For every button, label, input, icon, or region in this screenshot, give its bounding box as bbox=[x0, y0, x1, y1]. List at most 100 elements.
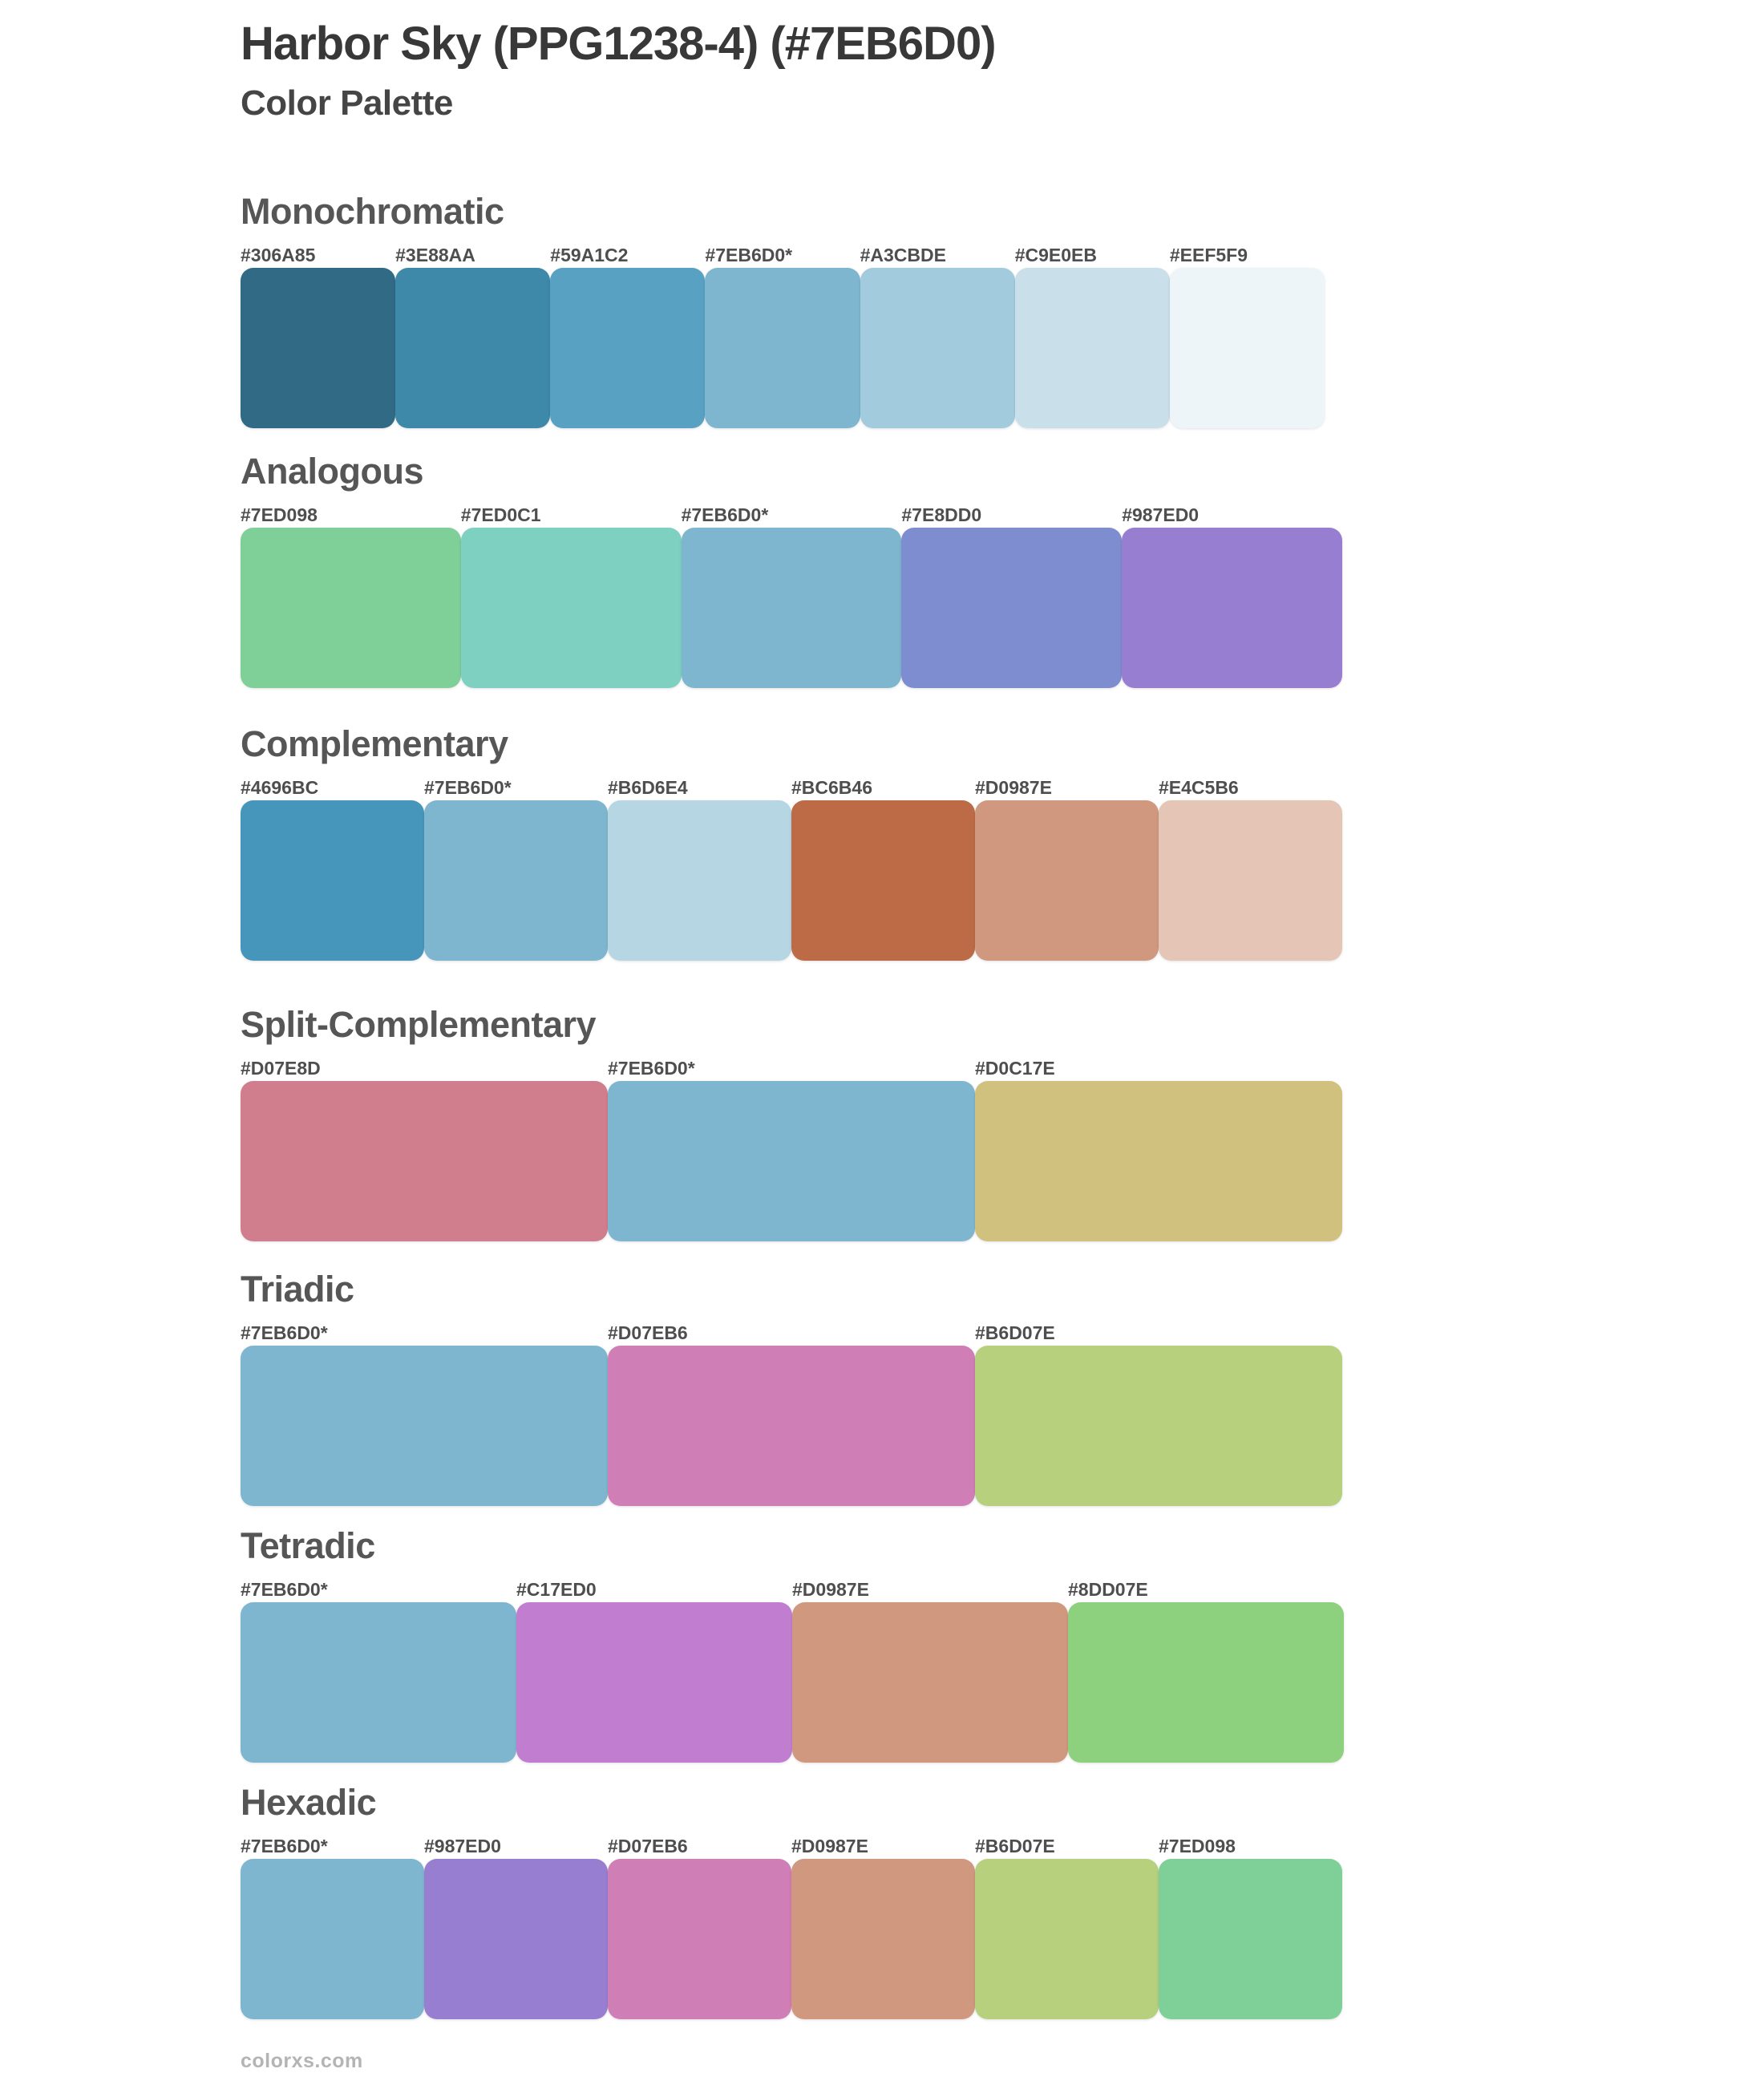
swatch-hex-label: #7EB6D0* bbox=[241, 1579, 328, 1600]
swatch-hex-label: #3E88AA bbox=[395, 245, 475, 265]
site-watermark: colorxs.com bbox=[241, 2050, 363, 2072]
color-swatch-7eb6d0[interactable] bbox=[705, 268, 860, 428]
page-title: Harbor Sky (PPG1238-4) (#7EB6D0) bbox=[241, 18, 997, 70]
hex-label-row: #7EB6D0* #C17ED0 #D0987E #8DD07E bbox=[241, 1577, 1344, 1601]
color-swatch-7ed098[interactable] bbox=[241, 528, 461, 688]
swatch-hex-label: #BC6B46 bbox=[791, 777, 872, 798]
color-swatch-d0c17e[interactable] bbox=[975, 1081, 1342, 1241]
swatch-hex-label: #987ED0 bbox=[1122, 504, 1200, 525]
color-swatch-d07eb6[interactable] bbox=[608, 1859, 791, 2019]
swatch-row bbox=[241, 800, 1342, 961]
color-swatch-987ed0[interactable] bbox=[1122, 528, 1342, 688]
color-swatch-eef5f9[interactable] bbox=[1169, 268, 1325, 428]
color-swatch-c17ed0[interactable] bbox=[516, 1602, 792, 1763]
color-swatch-c9e0eb[interactable] bbox=[1014, 268, 1170, 428]
color-swatch-59a1c2[interactable] bbox=[550, 268, 706, 428]
color-swatch-7ed098[interactable] bbox=[1159, 1859, 1342, 2019]
hex-label-row: #7EB6D0* #987ED0 #D07EB6 #D0987E #B6D07E #7ED… bbox=[241, 1833, 1342, 1857]
swatch-hex-label: #8DD07E bbox=[1068, 1579, 1148, 1600]
swatch-row bbox=[241, 1602, 1344, 1763]
section-hexadic: Hexadic #7EB6D0* #987ED0 #D07EB6 #D0987E #B6… bbox=[241, 1782, 1342, 2019]
color-swatch-bc6b46[interactable] bbox=[791, 800, 975, 961]
swatch-row bbox=[241, 268, 1325, 428]
color-swatch-306a85[interactable] bbox=[241, 268, 396, 428]
swatch-hex-label: #C9E0EB bbox=[1014, 245, 1097, 265]
color-swatch-987ed0[interactable] bbox=[424, 1859, 608, 2019]
color-swatch-7e8dd0[interactable] bbox=[901, 528, 1123, 688]
swatch-hex-label: #7ED098 bbox=[241, 504, 318, 525]
swatch-hex-label: #987ED0 bbox=[424, 1836, 501, 1856]
page-subtitle: Color Palette bbox=[241, 83, 453, 123]
color-swatch-7eb6d0[interactable] bbox=[681, 528, 902, 688]
hex-label-row: #306A85 #3E88AA #59A1C2 #7EB6D0* #A3CBDE #C9E… bbox=[241, 242, 1325, 266]
color-swatch-b6d07e[interactable] bbox=[975, 1859, 1159, 2019]
color-swatch-7eb6d0[interactable] bbox=[241, 1859, 424, 2019]
color-swatch-7eb6d0[interactable] bbox=[241, 1346, 608, 1506]
page-header: Harbor Sky (PPG1238-4) (#7EB6D0) Color P… bbox=[241, 18, 997, 123]
swatch-hex-label: #D0C17E bbox=[975, 1058, 1055, 1079]
swatch-hex-label: #7EB6D0* bbox=[608, 1058, 695, 1079]
section-heading-hexadic: Hexadic bbox=[241, 1782, 377, 1823]
section-analogous: Analogous #7ED098 #7ED0C1 #7EB6D0* #7E8DD0 #… bbox=[241, 451, 1342, 688]
section-heading-analogous: Analogous bbox=[241, 451, 424, 492]
section-heading-monochromatic: Monochromatic bbox=[241, 191, 504, 232]
swatch-row bbox=[241, 1346, 1342, 1506]
section-monochromatic: Monochromatic #306A85 #3E88AA #59A1C2 #7EB6… bbox=[241, 191, 1325, 428]
swatch-hex-label: #D0987E bbox=[791, 1836, 868, 1856]
swatch-hex-label: #E4C5B6 bbox=[1159, 777, 1239, 798]
color-swatch-7eb6d0[interactable] bbox=[241, 1602, 516, 1763]
section-heading-split-complementary: Split-Complementary bbox=[241, 1004, 597, 1045]
swatch-hex-label: #4696BC bbox=[241, 777, 319, 798]
swatch-hex-label: #D07EB6 bbox=[608, 1322, 688, 1343]
swatch-hex-label: #EEF5F9 bbox=[1169, 245, 1248, 265]
hex-label-row: #D07E8D #7EB6D0* #D0C17E bbox=[241, 1055, 1342, 1079]
section-complementary: Complementary #4696BC #7EB6D0* #B6D6E4 #BC6… bbox=[241, 723, 1342, 961]
color-swatch-d07e8d[interactable] bbox=[241, 1081, 608, 1241]
swatch-row bbox=[241, 1859, 1342, 2019]
color-swatch-d0987e[interactable] bbox=[975, 800, 1159, 961]
swatch-hex-label: #306A85 bbox=[241, 245, 316, 265]
color-swatch-4696bc[interactable] bbox=[241, 800, 424, 961]
hex-label-row: #7ED098 #7ED0C1 #7EB6D0* #7E8DD0 #987ED0 bbox=[241, 502, 1342, 526]
color-swatch-7ed0c1[interactable] bbox=[460, 528, 682, 688]
swatch-hex-label: #C17ED0 bbox=[516, 1579, 597, 1600]
swatch-hex-label: #D07EB6 bbox=[608, 1836, 688, 1856]
color-swatch-b6d6e4[interactable] bbox=[608, 800, 791, 961]
section-heading-complementary: Complementary bbox=[241, 723, 508, 764]
color-swatch-a3cbde[interactable] bbox=[860, 268, 1015, 428]
swatch-hex-label: #A3CBDE bbox=[860, 245, 946, 265]
section-split-complementary: Split-Complementary #D07E8D #7EB6D0* #D0C1… bbox=[241, 1004, 1342, 1241]
swatch-hex-label: #7EB6D0* bbox=[705, 245, 793, 265]
swatch-hex-label: #59A1C2 bbox=[550, 245, 629, 265]
swatch-hex-label: #7EB6D0* bbox=[241, 1836, 328, 1856]
hex-label-row: #4696BC #7EB6D0* #B6D6E4 #BC6B46 #D0987E #E4C… bbox=[241, 775, 1342, 799]
swatch-hex-label: #7EB6D0* bbox=[681, 504, 769, 525]
swatch-hex-label: #B6D07E bbox=[975, 1836, 1055, 1856]
swatch-hex-label: #D07E8D bbox=[241, 1058, 321, 1079]
color-swatch-8dd07e[interactable] bbox=[1068, 1602, 1344, 1763]
color-swatch-d0987e[interactable] bbox=[792, 1602, 1068, 1763]
swatch-hex-label: #D0987E bbox=[792, 1579, 869, 1600]
color-swatch-7eb6d0[interactable] bbox=[608, 1081, 975, 1241]
swatch-row bbox=[241, 528, 1342, 688]
swatch-hex-label: #B6D6E4 bbox=[608, 777, 688, 798]
swatch-hex-label: #7ED098 bbox=[1159, 1836, 1236, 1856]
swatch-hex-label: #B6D07E bbox=[975, 1322, 1055, 1343]
section-heading-triadic: Triadic bbox=[241, 1269, 354, 1310]
color-swatch-3e88aa[interactable] bbox=[395, 268, 551, 428]
swatch-hex-label: #7E8DD0 bbox=[901, 504, 982, 525]
swatch-hex-label: #7ED0C1 bbox=[460, 504, 541, 525]
color-swatch-b6d07e[interactable] bbox=[975, 1346, 1342, 1506]
color-swatch-7eb6d0[interactable] bbox=[424, 800, 608, 961]
color-swatch-d0987e[interactable] bbox=[791, 1859, 975, 2019]
swatch-hex-label: #D0987E bbox=[975, 777, 1052, 798]
hex-label-row: #7EB6D0* #D07EB6 #B6D07E bbox=[241, 1320, 1342, 1344]
section-triadic: Triadic #7EB6D0* #D07EB6 #B6D07E bbox=[241, 1269, 1342, 1506]
swatch-hex-label: #7EB6D0* bbox=[424, 777, 512, 798]
swatch-hex-label: #7EB6D0* bbox=[241, 1322, 328, 1343]
section-tetradic: Tetradic #7EB6D0* #C17ED0 #D0987E #8DD07E bbox=[241, 1525, 1344, 1763]
color-swatch-e4c5b6[interactable] bbox=[1159, 800, 1342, 961]
section-heading-tetradic: Tetradic bbox=[241, 1525, 375, 1566]
swatch-row bbox=[241, 1081, 1342, 1241]
color-swatch-d07eb6[interactable] bbox=[608, 1346, 975, 1506]
